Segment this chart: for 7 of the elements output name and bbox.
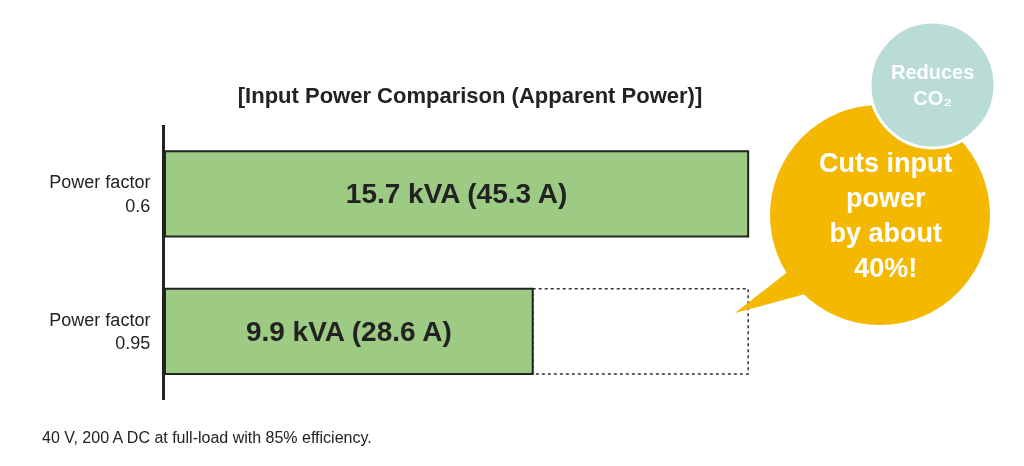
data-label: 15.7 kVA (45.3 A)	[345, 178, 568, 210]
y-tick-label: Power factor 0.6	[49, 172, 151, 216]
y-tick-label: Power factor 0.95	[49, 309, 151, 354]
text: Reduces CO₂	[891, 61, 975, 109]
chart-title: [Input Power Comparison (Apparent Power)]	[237, 82, 703, 108]
text: 40 V, 200 A DC at full-load with 85% efficiency.	[42, 429, 372, 446]
data-label: 9.9 kVA (28.6 A)	[245, 315, 452, 347]
